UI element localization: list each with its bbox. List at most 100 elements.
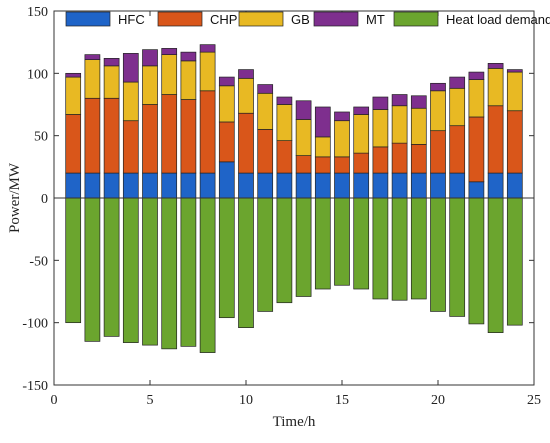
bar-hfc [142, 172, 158, 199]
bar-hfc [372, 172, 389, 199]
bar-chp [161, 94, 178, 174]
bar-hfc [103, 172, 120, 199]
bar-heat-load-demand [372, 197, 389, 300]
bar-hfc [468, 181, 485, 199]
bar-heat-load-demand [295, 197, 312, 297]
bar-mt [122, 53, 139, 83]
bar-hfc [65, 172, 82, 199]
bar-heat-load-demand [257, 197, 274, 312]
bar-heat-load-demand [353, 197, 370, 290]
x-tick-label: 25 [527, 393, 541, 408]
bar-hfc [295, 172, 312, 199]
bar-gb [161, 54, 178, 95]
bar-heat-load-demand [314, 197, 331, 290]
bar-chp [257, 129, 274, 174]
bar-hfc [218, 161, 235, 199]
bar-chp [142, 104, 158, 174]
bar-mt [238, 69, 254, 79]
bar-mt [84, 54, 101, 60]
bar-chp [218, 121, 235, 163]
bar-hfc [449, 172, 466, 199]
legend-label: CHP [210, 12, 237, 27]
y-tick-label: 100 [27, 67, 48, 82]
bar-mt [295, 100, 312, 120]
bar-mt [218, 76, 235, 87]
bar-mt [276, 96, 293, 105]
bar-heat-load-demand [391, 197, 408, 301]
bar-heat-load-demand [65, 197, 82, 324]
bar-heat-load-demand [276, 197, 293, 304]
y-tick-label: -50 [29, 254, 48, 269]
bar-chp [430, 130, 446, 174]
bar-mt [410, 95, 427, 109]
bar-heat-load-demand [487, 197, 504, 333]
bar-hfc [122, 172, 139, 199]
bar-gb [353, 114, 370, 154]
bar-gb [391, 105, 408, 144]
y-tick-label: 0 [41, 192, 48, 207]
x-axis: 0 5 10 15 20 25 [51, 11, 541, 408]
bar-mt [487, 63, 504, 69]
bar-hfc [238, 172, 254, 199]
bar-gb [449, 87, 466, 127]
bar-hfc [506, 172, 523, 199]
bar-heat-load-demand [103, 197, 120, 337]
bar-chp [65, 114, 82, 174]
bar-mt [314, 106, 331, 138]
legend-label: MT [366, 12, 385, 27]
bar-heat-load-demand [468, 197, 485, 325]
bar-hfc [314, 172, 331, 199]
bar-gb [506, 71, 523, 112]
bar-mt [257, 84, 274, 94]
bar-hfc [257, 172, 274, 199]
legend-label: Heat load demand [446, 12, 550, 27]
bar-hfc [334, 172, 350, 199]
bar-chp [372, 146, 389, 174]
bar-gb [276, 104, 293, 142]
legend-swatch [238, 11, 284, 27]
bars-layer [65, 44, 523, 353]
bar-mt [391, 94, 408, 107]
bar-heat-load-demand [84, 197, 101, 342]
bar-heat-load-demand [199, 197, 216, 353]
bar-gb [199, 51, 216, 92]
bar-hfc [353, 172, 370, 199]
y-tick-label: 50 [34, 130, 48, 145]
bar-chp [353, 152, 370, 174]
bar-chp [84, 97, 101, 174]
bar-mt [449, 76, 466, 89]
bar-heat-load-demand [122, 197, 139, 343]
bar-mt [506, 69, 523, 73]
bar-heat-load-demand [334, 197, 350, 286]
legend-swatch [393, 11, 439, 27]
legend-swatch [65, 11, 111, 27]
bar-gb [103, 65, 120, 99]
x-tick-label: 5 [147, 393, 154, 408]
bar-heat-load-demand [218, 197, 235, 319]
legend-swatch [313, 11, 359, 27]
bar-mt [430, 82, 446, 92]
x-tick-label: 0 [51, 393, 58, 408]
x-tick-label: 10 [239, 393, 253, 408]
bar-hfc [410, 172, 427, 199]
bar-mt [161, 48, 178, 55]
y-tick-label: 150 [27, 5, 48, 20]
bar-chp [103, 97, 120, 174]
bar-hfc [180, 172, 197, 199]
bar-gb [487, 67, 504, 107]
bar-gb [142, 65, 158, 105]
bar-mt [65, 72, 82, 78]
bar-chp [180, 99, 197, 174]
bar-mt [372, 96, 389, 110]
bar-chp [276, 140, 293, 174]
bar-chp [487, 105, 504, 174]
y-axis: 150 100 50 0 -50 -100 -150 [22, 5, 534, 394]
bar-heat-load-demand [238, 197, 254, 328]
bar-heat-load-demand [506, 197, 523, 326]
bar-heat-load-demand [410, 197, 427, 300]
bar-chp [334, 156, 350, 174]
bar-gb [314, 136, 331, 158]
bar-mt [334, 111, 350, 122]
